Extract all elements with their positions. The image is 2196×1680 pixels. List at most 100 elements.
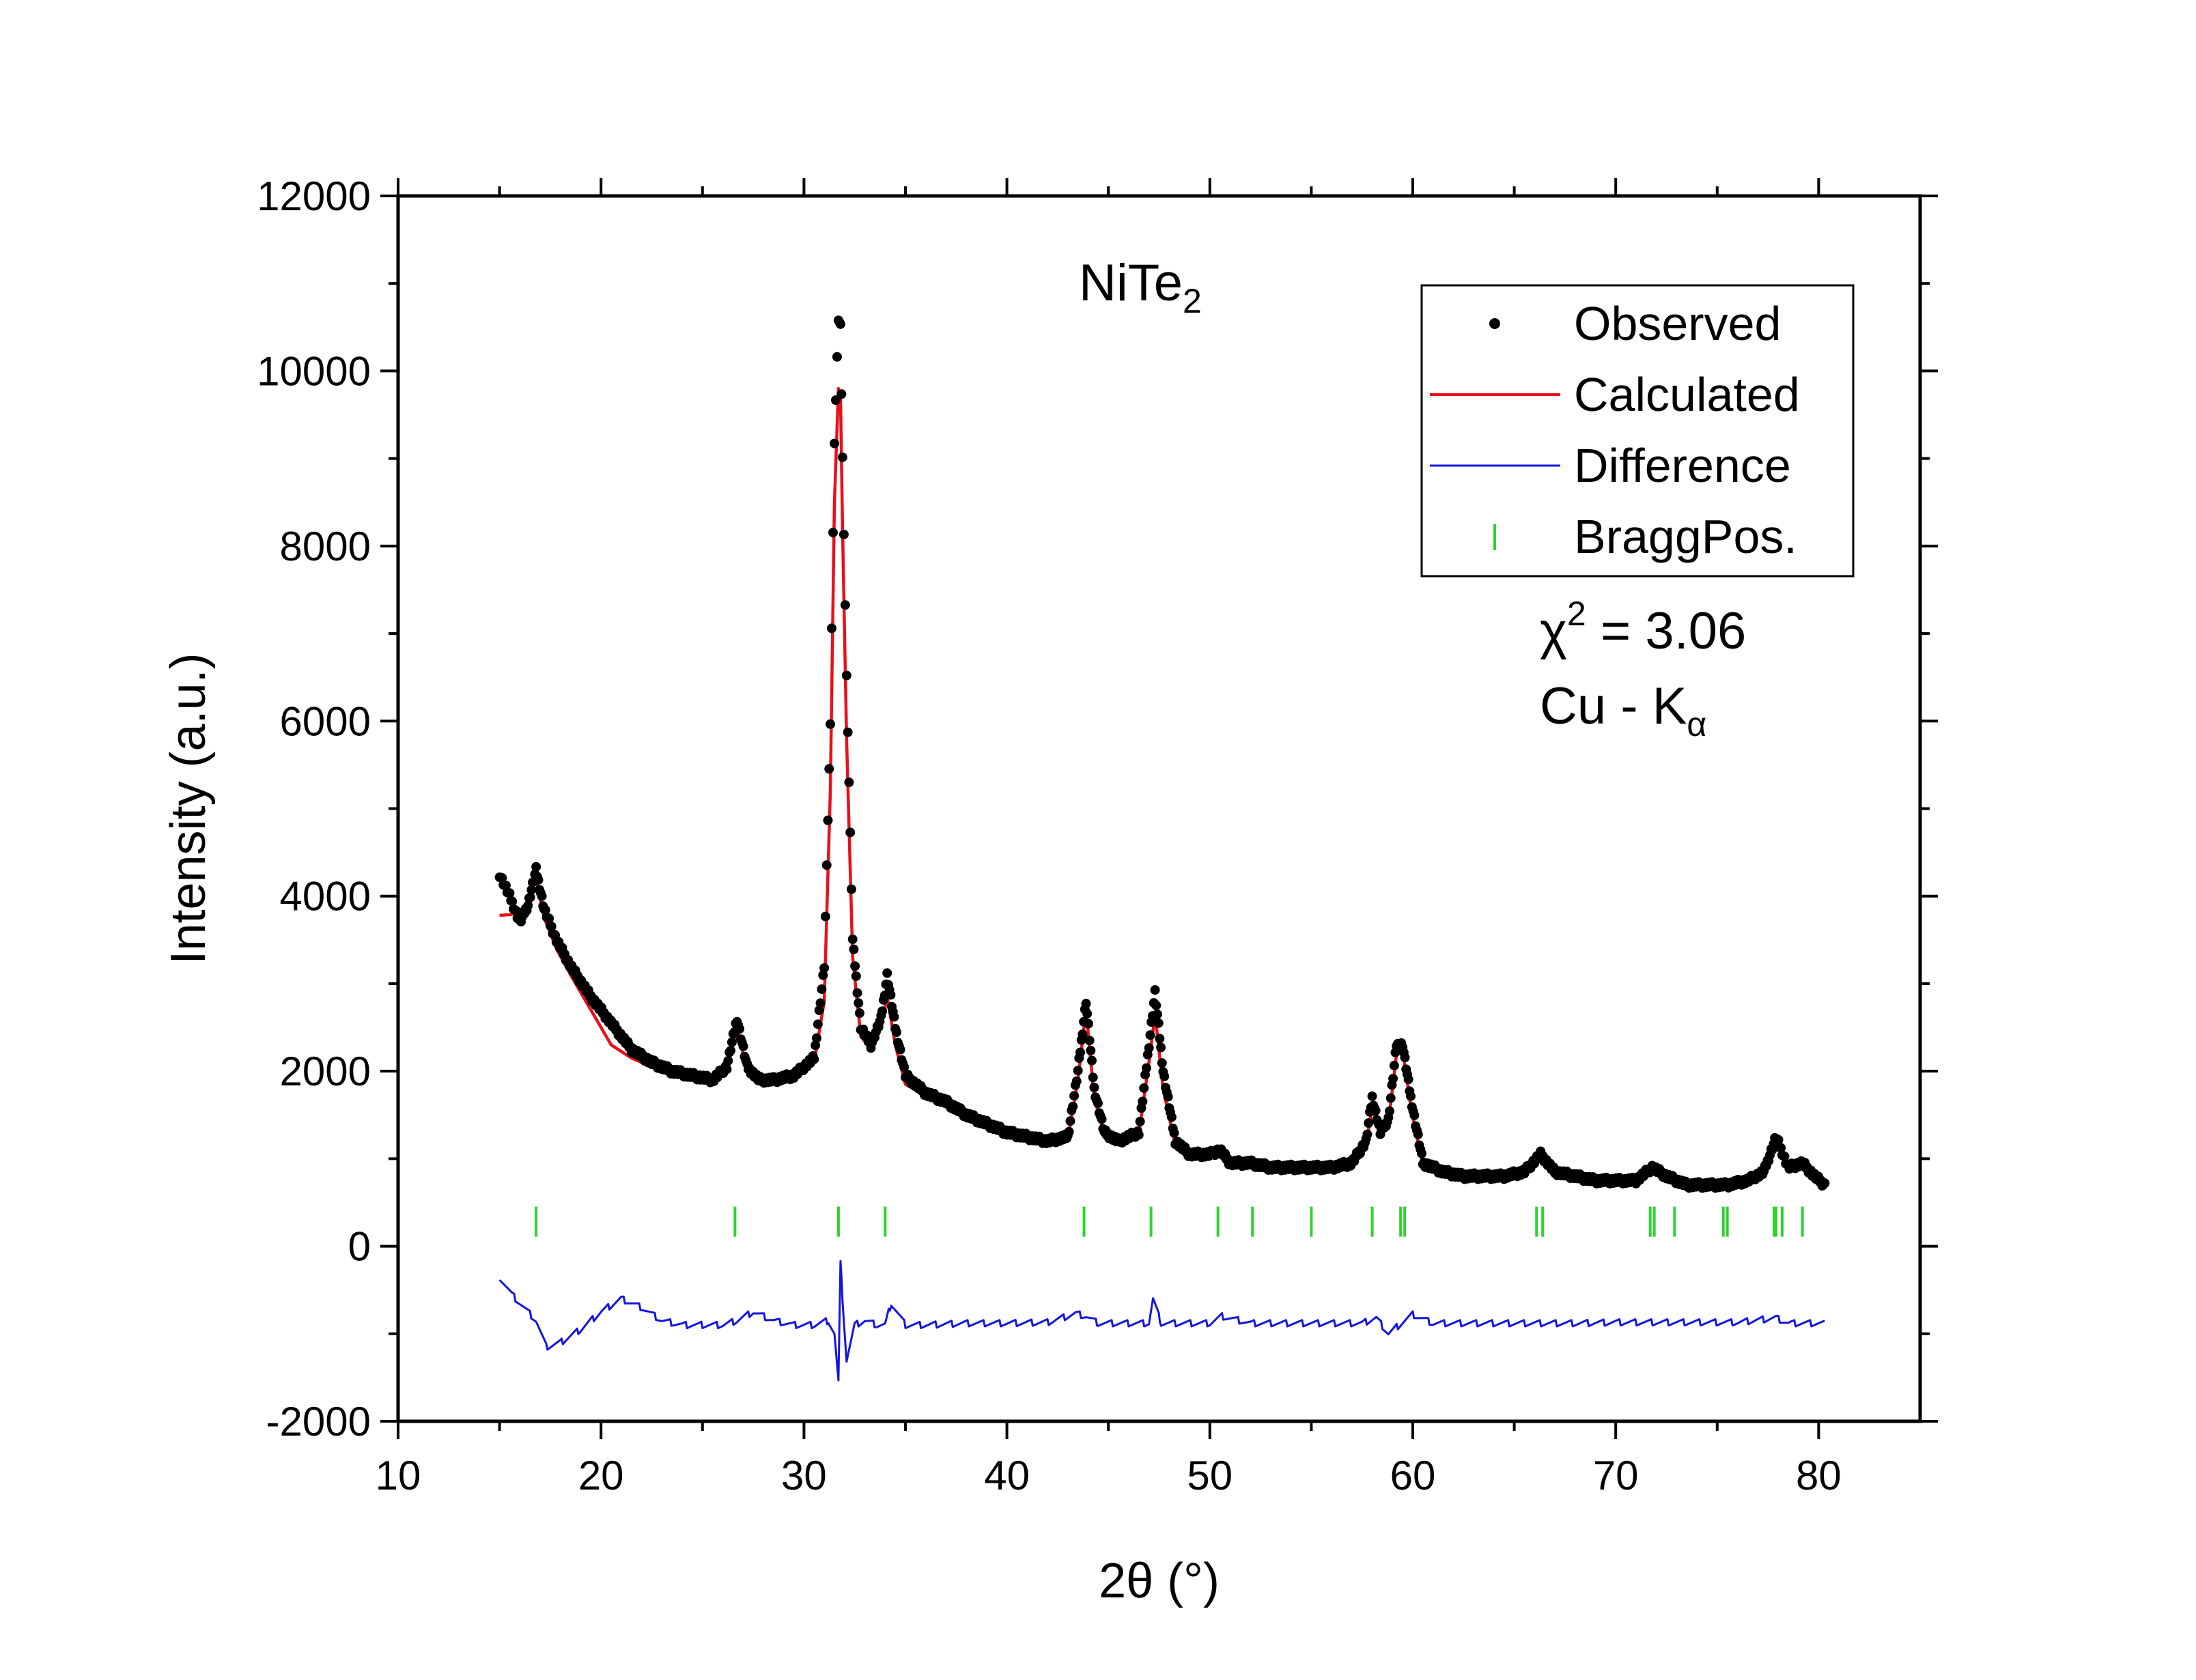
observed-point (1385, 1106, 1395, 1116)
observed-point (1773, 1135, 1784, 1145)
observed-point (826, 719, 836, 729)
observed-point (811, 1040, 821, 1051)
difference-series (498, 1259, 1825, 1382)
observed-point (1065, 1116, 1075, 1126)
observed-point (1144, 1043, 1154, 1053)
observed-point (844, 778, 854, 788)
difference-line (498, 1259, 1825, 1382)
observed-point (1155, 1034, 1165, 1044)
y-axis: -2000 0 2000 4000 6000 8000 10000 12000 (257, 173, 1938, 1444)
observed-point (815, 998, 826, 1008)
observed-point (1163, 1092, 1173, 1102)
observed-point (727, 1037, 737, 1047)
y-tick-label: 0 (348, 1224, 371, 1270)
observed-point (813, 1019, 823, 1029)
observed-point (1071, 1076, 1082, 1086)
observed-point (1417, 1148, 1427, 1158)
observed-point (1166, 1112, 1177, 1122)
y-axis-title: Intensity (a.u.) (161, 653, 216, 964)
legend: Observed Calculated Difference BraggPos. (1420, 284, 1855, 578)
observed-point (1400, 1053, 1410, 1063)
legend-calculated-label: Calculated (1574, 368, 1800, 421)
observed-point (827, 623, 837, 633)
observed-point (823, 815, 833, 825)
observed-point (1088, 1072, 1098, 1083)
observed-point (854, 1008, 864, 1019)
observed-point (1370, 1105, 1381, 1115)
observed-point (1776, 1143, 1786, 1153)
observed-point (1084, 1036, 1095, 1046)
observed-point (1157, 1058, 1167, 1068)
observed-point (814, 1005, 824, 1015)
observed-point (1409, 1110, 1420, 1120)
observed-point (836, 389, 847, 399)
observed-point (889, 1012, 899, 1022)
observed-point (1064, 1126, 1074, 1137)
bragg-position-series (535, 1206, 1804, 1237)
observed-point (1156, 1042, 1166, 1053)
y-tick-label: 10000 (257, 348, 371, 394)
observed-point (1086, 1045, 1096, 1055)
x-tick-label: 60 (1390, 1453, 1436, 1498)
compound-main: NiTe (1079, 254, 1183, 312)
observed-point (726, 1045, 736, 1055)
observed-point (1389, 1060, 1399, 1070)
compound-subscript: 2 (1183, 282, 1202, 320)
observed-point (1082, 1008, 1093, 1019)
observed-point (820, 911, 830, 922)
observed-point (735, 1024, 745, 1034)
observed-point (850, 961, 860, 971)
observed-point (847, 934, 858, 944)
observed-point (1153, 1018, 1164, 1028)
observed-point (1068, 1101, 1078, 1111)
observed-point (1078, 1029, 1088, 1040)
observed-point (723, 1055, 733, 1066)
y-tick-label: 8000 (280, 524, 371, 569)
x-axis: 10 20 30 40 50 60 70 80 (376, 178, 1842, 1498)
observed-point (1075, 1047, 1086, 1057)
observed-point (540, 905, 550, 915)
observed-point (811, 1033, 821, 1043)
observed-point (526, 885, 537, 895)
observed-point (891, 1027, 901, 1038)
observed-point (1169, 1128, 1179, 1138)
observed-point (852, 988, 862, 998)
y-tick-label: 4000 (280, 874, 371, 920)
x-tick-label: 70 (1593, 1453, 1639, 1498)
observed-point (546, 922, 557, 932)
observed-point (835, 319, 845, 329)
observed-point (1073, 1066, 1083, 1076)
observed-point (511, 906, 521, 916)
legend-observed-label: Observed (1574, 297, 1781, 350)
observed-point (817, 984, 827, 994)
chi-value: = 3.06 (1586, 602, 1747, 660)
observed-series (494, 315, 1830, 1193)
observed-point (533, 874, 544, 885)
observed-point (1145, 1030, 1155, 1040)
observed-point (832, 352, 842, 362)
observed-point (1406, 1091, 1416, 1101)
observed-point (531, 862, 541, 872)
observed-point (1069, 1091, 1080, 1101)
observed-point (819, 963, 830, 973)
observed-point (1388, 1074, 1398, 1084)
observed-point (1134, 1130, 1144, 1140)
observed-point (843, 727, 853, 737)
observed-point (523, 900, 533, 911)
observed-point (1403, 1074, 1413, 1085)
observed-point (895, 1044, 905, 1055)
observed-point (537, 891, 547, 901)
observed-point (1081, 999, 1091, 1009)
observed-point (505, 888, 515, 898)
x-axis-title: 2θ (°) (1099, 1554, 1220, 1608)
observed-point (839, 529, 849, 539)
observed-point (840, 600, 850, 610)
y-tick-label: 12000 (257, 173, 371, 219)
observed-point (1152, 1009, 1162, 1019)
observed-point (1141, 1063, 1151, 1073)
x-tick-label: 50 (1187, 1453, 1233, 1498)
observed-point (809, 1054, 819, 1064)
observed-point (828, 528, 838, 538)
observed-point (1364, 1118, 1374, 1128)
observed-point (877, 1006, 888, 1016)
